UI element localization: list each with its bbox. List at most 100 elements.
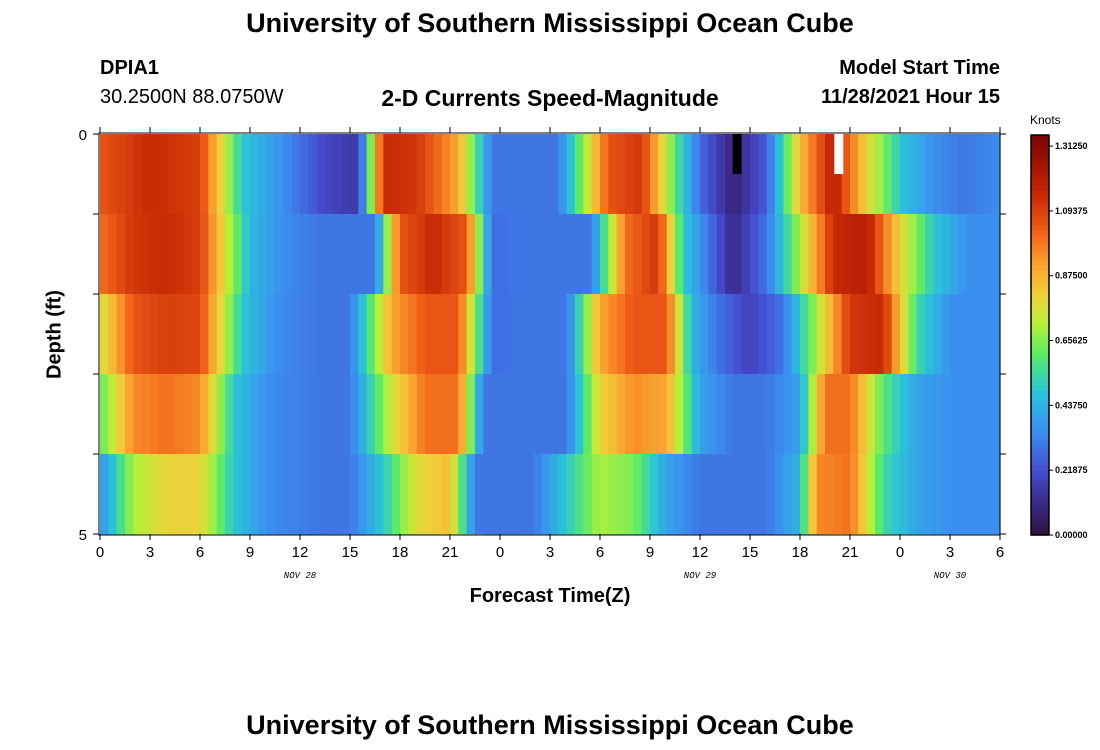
heatmap-cell xyxy=(941,374,951,455)
heatmap-cell xyxy=(191,134,201,215)
heatmap-cell xyxy=(316,294,326,375)
heatmap-cell xyxy=(133,134,143,215)
heatmap-cell xyxy=(808,374,818,455)
x-tick-label: 3 xyxy=(946,544,954,561)
colorbar-frame xyxy=(1030,134,1050,536)
heatmap-cell xyxy=(575,294,584,375)
colorbar-segment xyxy=(1031,220,1049,226)
heatmap-cell xyxy=(216,134,226,215)
heatmap-cell xyxy=(616,454,626,535)
colorbar-tick-label: 0.00000 xyxy=(1055,530,1088,540)
heatmap-cell xyxy=(133,454,143,535)
heatmap-cell xyxy=(675,214,684,295)
heatmap-cell xyxy=(633,374,643,455)
heatmap-cell xyxy=(516,134,526,215)
heatmap-cell xyxy=(808,214,818,295)
heatmap-cell xyxy=(858,374,868,455)
heatmap-cell xyxy=(533,374,543,455)
heatmap-cell xyxy=(866,454,876,535)
heatmap-cell xyxy=(633,134,643,215)
colorbar-segment xyxy=(1031,490,1049,496)
heatmap-cell xyxy=(550,374,559,455)
heatmap-cell xyxy=(275,454,284,535)
heatmap-cell xyxy=(925,134,934,215)
heatmap-cell xyxy=(125,294,134,375)
heatmap-cell xyxy=(591,134,601,215)
heatmap-cell xyxy=(483,214,493,295)
heatmap-cell xyxy=(400,454,409,535)
colorbar-segment xyxy=(1031,240,1049,246)
heatmap-cell xyxy=(958,134,968,215)
heatmap-cell xyxy=(666,214,676,295)
heatmap-cell xyxy=(925,374,934,455)
heatmap-cell xyxy=(125,374,134,455)
heatmap-cell xyxy=(141,294,151,375)
heatmap-cell xyxy=(525,374,534,455)
heatmap-cell xyxy=(758,454,768,535)
heatmap-cell xyxy=(200,214,209,295)
heatmap-cell xyxy=(575,454,584,535)
heatmap-cells xyxy=(100,134,1001,535)
heatmap-cell xyxy=(525,214,534,295)
heatmap-cell xyxy=(800,134,809,215)
heatmap-cell xyxy=(608,214,618,295)
heatmap-cell xyxy=(891,134,901,215)
heatmap-cell xyxy=(550,294,559,375)
heatmap-cell xyxy=(900,134,909,215)
heatmap-cell xyxy=(133,374,143,455)
heatmap-cell xyxy=(775,294,784,375)
heatmap-cell xyxy=(800,374,809,455)
heatmap-cell xyxy=(341,454,351,535)
heatmap-cell xyxy=(458,294,468,375)
heatmap-cell xyxy=(783,454,793,535)
colorbar-segment xyxy=(1031,335,1049,341)
heatmap-cell xyxy=(541,454,551,535)
heatmap-cell xyxy=(550,214,559,295)
heatmap-cell xyxy=(883,374,893,455)
heatmap-cell xyxy=(983,294,993,375)
colorbar-segment xyxy=(1031,275,1049,281)
heatmap-cell xyxy=(991,134,1001,215)
heatmap-cell xyxy=(241,374,251,455)
colorbar-segment xyxy=(1031,480,1049,486)
heatmap-cell xyxy=(483,374,493,455)
x-tick-label: 12 xyxy=(692,544,709,561)
heatmap-cell xyxy=(483,294,493,375)
heatmap-cell xyxy=(333,454,343,535)
heatmap-cell xyxy=(116,134,126,215)
heatmap-cell xyxy=(400,214,409,295)
heatmap-cell xyxy=(516,294,526,375)
colorbar-segment xyxy=(1031,185,1049,191)
heatmap-cell xyxy=(191,294,201,375)
heatmap-cell xyxy=(866,134,876,215)
heatmap-cell xyxy=(566,454,576,535)
heatmap-cell xyxy=(791,134,801,215)
x-tick-label: 9 xyxy=(646,544,654,561)
heatmap-cell xyxy=(308,134,318,215)
heatmap-cell xyxy=(666,294,676,375)
heatmap-cell xyxy=(500,454,509,535)
colorbar-segment xyxy=(1031,345,1049,351)
heatmap-cell xyxy=(766,134,776,215)
heatmap-cell xyxy=(891,374,901,455)
heatmap-cell xyxy=(758,214,768,295)
heatmap-cell xyxy=(375,454,384,535)
heatmap-cell xyxy=(941,134,951,215)
heatmap-cell xyxy=(841,214,851,295)
colorbar-segment xyxy=(1031,440,1049,446)
heatmap-cell xyxy=(608,454,618,535)
heatmap-cell xyxy=(650,134,659,215)
heatmap-cell xyxy=(775,214,784,295)
y-axis: 05 xyxy=(79,127,1006,544)
colorbar-segment xyxy=(1031,475,1049,481)
heatmap-cell xyxy=(216,454,226,535)
heatmap-cell xyxy=(225,294,234,375)
heatmap-cell xyxy=(366,374,376,455)
heatmap-cell xyxy=(708,374,718,455)
heatmap-cell xyxy=(525,294,534,375)
heatmap-cell xyxy=(116,214,126,295)
heatmap-cell xyxy=(241,134,251,215)
date-label: NOV 28 xyxy=(284,571,317,581)
heatmap-cell xyxy=(358,214,368,295)
heatmap-cell xyxy=(258,454,268,535)
